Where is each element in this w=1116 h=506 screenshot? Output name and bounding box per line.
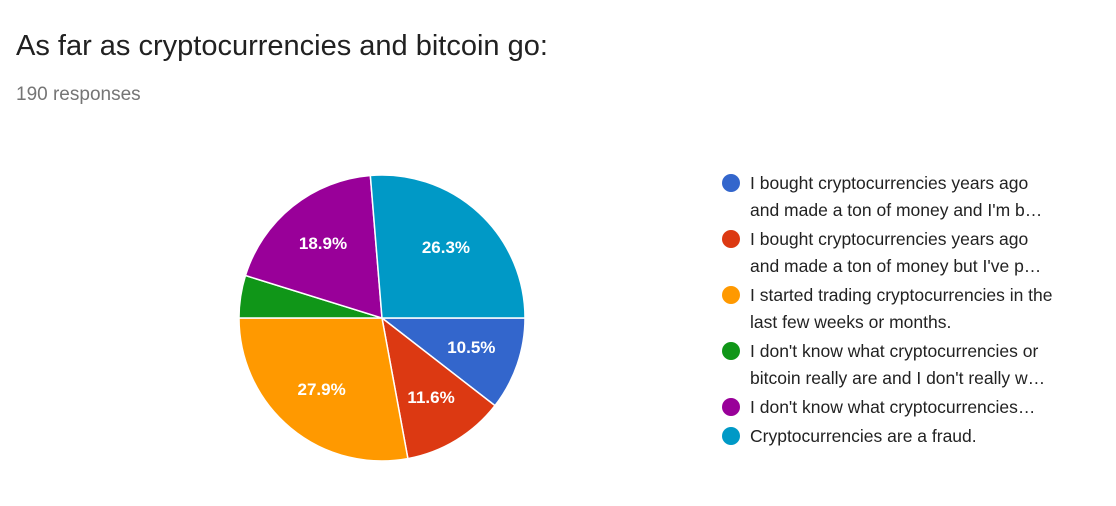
legend-label: I started trading cryptocurrencies in th… bbox=[750, 285, 1053, 332]
legend-swatch bbox=[722, 398, 740, 416]
chart-title: As far as cryptocurrencies and bitcoin g… bbox=[16, 30, 548, 62]
legend-item: I started trading cryptocurrencies in th… bbox=[720, 282, 1060, 336]
legend-swatch bbox=[722, 230, 740, 248]
legend-item: I bought cryptocurrencies years ago and … bbox=[720, 226, 1060, 280]
legend-swatch bbox=[722, 286, 740, 304]
legend-item: I bought cryptocurrencies years ago and … bbox=[720, 170, 1060, 224]
pie-slice bbox=[379, 317, 526, 407]
legend-swatch bbox=[722, 174, 740, 192]
legend-swatch bbox=[722, 342, 740, 360]
slice-label: 18.9% bbox=[299, 234, 347, 253]
chart-subtitle: 190 responses bbox=[16, 84, 141, 105]
pie-slice bbox=[238, 317, 409, 462]
legend-label: I don't know what cryptocurrencies or bi… bbox=[750, 341, 1046, 388]
legend-label: I bought cryptocurrencies years ago and … bbox=[750, 173, 1043, 220]
legend: I bought cryptocurrencies years ago and … bbox=[720, 170, 1060, 450]
pie-slice bbox=[244, 174, 383, 320]
slice-label: 10.5% bbox=[447, 338, 495, 357]
legend-item: I don't know what cryptocurrencies or bi… bbox=[720, 338, 1060, 392]
slice-label: 27.9% bbox=[298, 380, 346, 399]
pie-slice bbox=[380, 316, 497, 460]
legend-label: I bought cryptocurrencies years ago and … bbox=[750, 229, 1042, 276]
legend-label: Cryptocurrencies are a fraud. bbox=[750, 426, 977, 446]
pie-slice bbox=[369, 174, 526, 319]
slice-label: 11.6% bbox=[407, 388, 454, 407]
slice-label: 26.3% bbox=[422, 238, 470, 257]
legend-swatch bbox=[722, 427, 740, 445]
legend-item: I don't know what cryptocurrencies… bbox=[720, 394, 1060, 421]
legend-label: I don't know what cryptocurrencies… bbox=[750, 397, 1036, 417]
legend-item: Cryptocurrencies are a fraud. bbox=[720, 423, 1060, 450]
